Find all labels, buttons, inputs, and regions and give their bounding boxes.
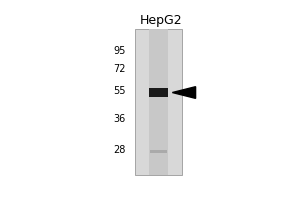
Text: 28: 28 xyxy=(113,145,126,155)
Text: 55: 55 xyxy=(113,86,126,96)
Text: 72: 72 xyxy=(113,64,126,74)
Bar xyxy=(135,29,182,175)
Bar xyxy=(150,150,167,153)
Bar xyxy=(149,29,168,175)
Text: 95: 95 xyxy=(113,46,126,56)
Text: HepG2: HepG2 xyxy=(140,14,182,27)
Text: 36: 36 xyxy=(114,114,126,124)
Polygon shape xyxy=(172,87,196,98)
Bar xyxy=(149,88,168,97)
